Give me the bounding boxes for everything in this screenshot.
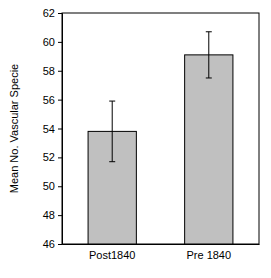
y-tick-mark [58, 13, 62, 14]
y-axis-title: Mean No. Vascular Specie [8, 64, 20, 193]
y-tick-mark [58, 244, 62, 245]
error-bar-cap [109, 101, 115, 102]
error-bar-stem [208, 32, 209, 78]
x-tick-label: Pre 1840 [186, 249, 231, 261]
y-axis: 46 48 50 52 54 56 58 60 62 [43, 7, 63, 250]
chart-container: 46 48 50 52 54 56 58 60 62 Post1840 Pre 1840 Mean N… [0, 0, 271, 278]
y-tick-mark [58, 129, 62, 130]
x-axis: Post1840 Pre 1840 [63, 244, 260, 261]
y-tick: 60 [43, 36, 62, 48]
y-tick-mark [58, 215, 62, 216]
marks [88, 32, 233, 244]
y-tick-mark [58, 42, 62, 43]
x-tick: Pre 1840 [186, 244, 231, 261]
y-tick-label: 46 [43, 238, 55, 250]
y-tick-label: 60 [43, 36, 55, 48]
y-tick: 54 [43, 123, 62, 135]
y-tick-label: 54 [43, 123, 55, 135]
y-tick-label: 56 [43, 94, 55, 106]
y-tick: 56 [43, 94, 62, 106]
error-bar-cap [109, 161, 115, 162]
y-tick-label: 50 [43, 180, 55, 192]
y-tick-mark [58, 71, 62, 72]
error-bar [206, 32, 212, 78]
plot-frame [62, 13, 259, 244]
x-tick: Post1840 [89, 244, 135, 261]
y-tick: 62 [43, 7, 62, 19]
y-tick-mark [58, 157, 62, 158]
x-axis-line [63, 244, 260, 245]
error-bar-stem [112, 101, 113, 162]
error-bar-cap [206, 31, 212, 32]
y-tick: 48 [43, 209, 62, 221]
y-tick-label: 58 [43, 65, 55, 77]
y-tick: 46 [43, 238, 62, 250]
error-bar [109, 101, 115, 162]
y-tick: 50 [43, 180, 62, 192]
y-tick-mark [58, 100, 62, 101]
y-tick: 52 [43, 151, 62, 163]
y-tick-label: 62 [43, 7, 55, 19]
y-tick-label: 52 [43, 151, 55, 163]
plot: 46 48 50 52 54 56 58 60 62 Post1840 Pre 1840 [43, 7, 260, 261]
error-bar-cap [206, 77, 212, 78]
y-tick: 58 [43, 65, 62, 77]
y-axis-line [58, 14, 63, 245]
chart-svg: 46 48 50 52 54 56 58 60 62 Post1840 Pre 1840 Mean N… [0, 0, 271, 278]
y-tick-label: 48 [43, 209, 55, 221]
y-tick-mark [58, 186, 62, 187]
x-tick-label: Post1840 [89, 249, 135, 261]
bar [185, 55, 233, 244]
